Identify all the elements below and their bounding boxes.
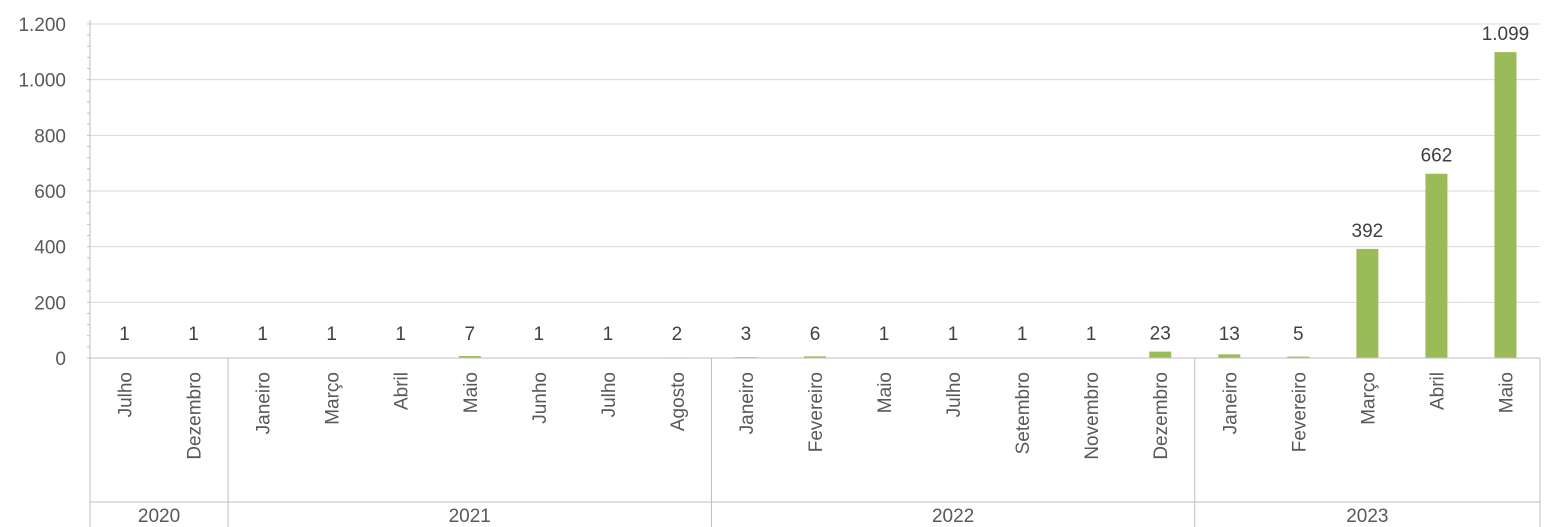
month-label: Maio [1496, 372, 1517, 413]
data-label: 1 [326, 324, 337, 345]
month-label: Julho [599, 372, 620, 417]
y-tick-label: 800 [34, 126, 66, 147]
month-label: Dezembro [1151, 372, 1172, 460]
year-label: 2022 [932, 506, 974, 527]
data-label: 1 [603, 324, 614, 345]
bar [1287, 356, 1310, 358]
month-label: Fevereiro [806, 372, 827, 452]
data-label: 1 [1017, 324, 1028, 345]
bar [458, 356, 481, 358]
month-label: Janeiro [737, 372, 758, 434]
bar [1149, 351, 1172, 358]
data-label: 1 [534, 324, 545, 345]
data-label: 7 [464, 324, 475, 345]
data-label: 6 [810, 324, 821, 345]
bar [1425, 173, 1448, 358]
month-label: Abril [392, 372, 413, 410]
month-label: Março [323, 372, 344, 425]
year-label: 2023 [1346, 506, 1388, 527]
bar [804, 356, 826, 358]
month-label: Setembro [1013, 372, 1034, 454]
data-label: 23 [1150, 324, 1171, 345]
bar [1494, 52, 1517, 359]
month-label: Fevereiro [1289, 372, 1310, 452]
data-label: 1.099 [1482, 24, 1530, 45]
month-label: Março [1358, 372, 1379, 425]
y-tick-label: 1.200 [18, 15, 66, 36]
month-label: Maio [461, 372, 482, 413]
axes [87, 20, 1541, 527]
data-label: 1 [395, 324, 406, 345]
bar [1356, 248, 1379, 358]
data-label: 1 [879, 324, 890, 345]
data-label: 1 [257, 324, 268, 345]
data-label: 3 [741, 324, 752, 345]
year-label: 2021 [449, 506, 491, 527]
month-label: Maio [875, 372, 896, 413]
data-label: 2 [672, 324, 683, 345]
month-label: Janeiro [1220, 372, 1241, 434]
month-label: Dezembro [185, 372, 206, 460]
month-label: Julho [944, 372, 965, 417]
y-tick-label: 200 [34, 293, 66, 314]
gridlines [90, 23, 1540, 303]
data-label: 1 [1086, 324, 1097, 345]
month-label: Agosto [668, 372, 689, 431]
bar [1218, 354, 1241, 358]
y-tick-label: 0 [55, 349, 66, 370]
bars [113, 52, 1517, 359]
data-label: 1 [948, 324, 959, 345]
month-label: Abril [1427, 372, 1448, 410]
y-tick-label: 1.000 [18, 71, 66, 92]
month-label: Junho [530, 372, 551, 424]
y-tick-label: 400 [34, 238, 66, 259]
month-label: Novembro [1082, 372, 1103, 460]
year-labels: 2020 2021 2022 2023 [138, 506, 1389, 527]
data-label: 1 [119, 324, 130, 345]
y-tick-label: 600 [34, 182, 66, 203]
data-label: 1 [188, 324, 199, 345]
year-label: 2020 [138, 506, 180, 527]
data-label: 5 [1293, 324, 1304, 345]
y-axis-tick-labels: 0 200 400 600 800 1.000 1.200 [18, 15, 66, 370]
data-label: 662 [1421, 146, 1453, 167]
month-label: Julho [116, 372, 137, 417]
data-label: 392 [1352, 221, 1384, 242]
data-label: 13 [1219, 324, 1240, 345]
month-labels: Julho Dezembro Janeiro Março Abril Maio Junho J… [116, 372, 1518, 460]
month-label: Janeiro [254, 372, 275, 434]
